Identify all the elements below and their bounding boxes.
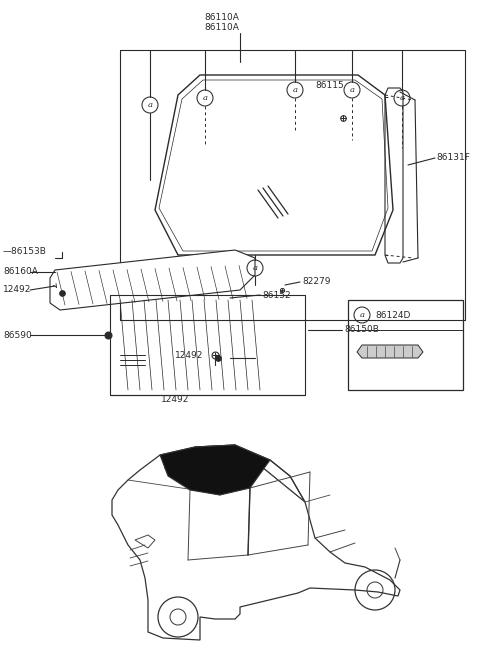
Text: a: a <box>399 94 405 102</box>
Text: 86131F: 86131F <box>436 154 470 163</box>
Bar <box>348 300 463 390</box>
Text: a: a <box>252 264 257 272</box>
Text: 12492: 12492 <box>175 350 204 359</box>
Text: 82279: 82279 <box>302 277 331 287</box>
Polygon shape <box>50 250 255 310</box>
Polygon shape <box>357 345 423 358</box>
Text: 12492: 12492 <box>161 396 189 405</box>
Text: 86110A: 86110A <box>204 24 240 33</box>
Text: a: a <box>349 86 355 94</box>
Polygon shape <box>160 445 270 495</box>
Text: 86152: 86152 <box>262 291 290 300</box>
Text: a: a <box>292 86 298 94</box>
Text: 86115: 86115 <box>315 81 344 89</box>
Text: a: a <box>147 101 153 109</box>
Text: —86153B: —86153B <box>3 247 47 256</box>
Text: a: a <box>360 311 364 319</box>
Text: 86160A: 86160A <box>3 268 38 276</box>
Text: 86124D: 86124D <box>375 310 410 319</box>
Text: 12492: 12492 <box>3 285 31 295</box>
Text: 86590: 86590 <box>3 331 32 340</box>
Text: a: a <box>203 94 207 102</box>
Text: 86150B: 86150B <box>344 325 379 335</box>
Text: 86110A: 86110A <box>204 14 240 22</box>
